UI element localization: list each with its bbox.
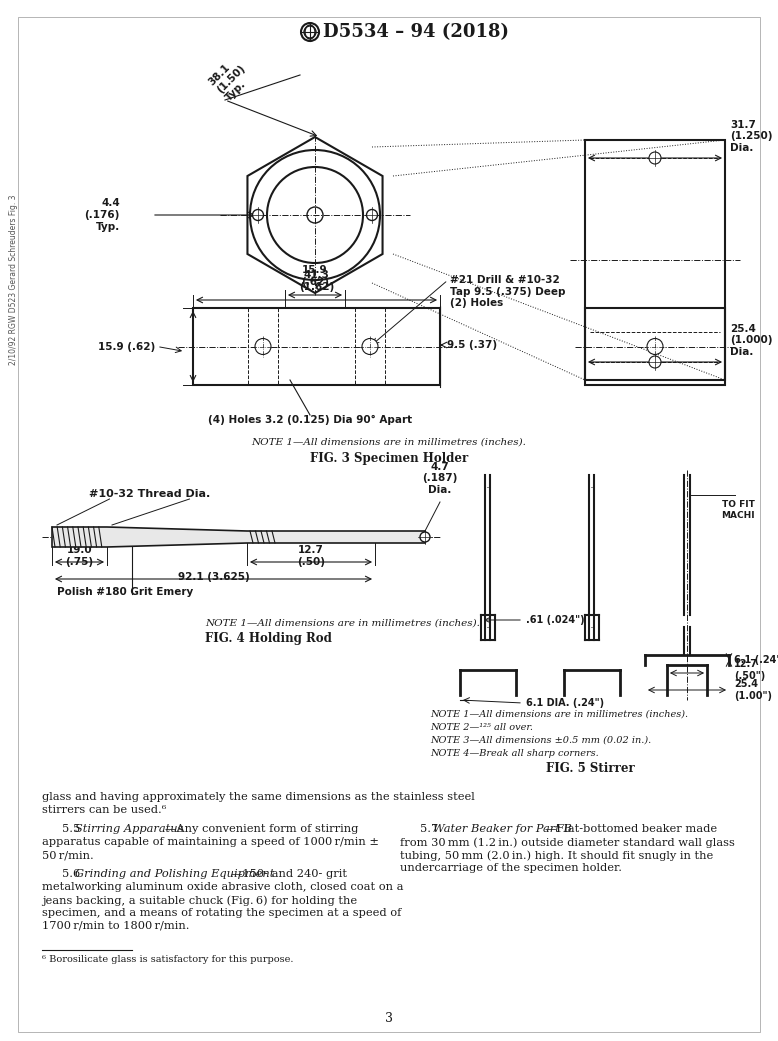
Text: 12.7
(.50): 12.7 (.50) (297, 545, 325, 567)
Circle shape (647, 338, 663, 355)
Text: 9.5 (.37): 9.5 (.37) (447, 340, 497, 350)
Circle shape (649, 152, 661, 164)
Text: 2/10/92 RGW D523 Gerard Schreuders Fig. 3: 2/10/92 RGW D523 Gerard Schreuders Fig. … (9, 195, 19, 365)
Circle shape (649, 356, 661, 369)
Text: .61 (.024"): .61 (.024") (526, 615, 584, 625)
Polygon shape (52, 527, 425, 547)
Text: FIG. 3 Specimen Holder: FIG. 3 Specimen Holder (310, 452, 468, 465)
Text: 25.4
(1.000)
Dia.: 25.4 (1.000) Dia. (730, 324, 773, 357)
Text: undercarriage of the specimen holder.: undercarriage of the specimen holder. (400, 863, 622, 873)
Text: 4.7
(.187)
Dia.: 4.7 (.187) Dia. (422, 462, 457, 496)
Text: apparatus capable of maintaining a speed of 1000 r/min ±: apparatus capable of maintaining a speed… (42, 837, 379, 847)
Text: 4.4
(.176)
Typ.: 4.4 (.176) Typ. (85, 199, 120, 231)
Bar (193, 308, 440, 385)
Text: 15.9
(.62): 15.9 (.62) (301, 265, 329, 287)
Text: 92.1 (3.625): 92.1 (3.625) (177, 572, 250, 582)
Text: —Any convenient form of stirring: —Any convenient form of stirring (165, 824, 359, 834)
Text: TO FIT
MACHI: TO FIT MACHI (721, 501, 755, 519)
Text: 15.9 (.62): 15.9 (.62) (98, 341, 155, 352)
Text: 50 r/min.: 50 r/min. (42, 850, 94, 860)
Text: tubing, 50 mm (2.0 in.) high. It should fit snugly in the: tubing, 50 mm (2.0 in.) high. It should … (400, 850, 713, 861)
Text: Polish #180 Grit Emery: Polish #180 Grit Emery (57, 587, 193, 596)
Circle shape (255, 338, 271, 355)
Text: 19.0
(.75): 19.0 (.75) (65, 545, 93, 567)
Text: 6.1 (.24"): 6.1 (.24") (734, 655, 778, 665)
Text: 5.6: 5.6 (62, 869, 84, 879)
Text: from 30 mm (1.2 in.) outside diameter standard wall glass: from 30 mm (1.2 in.) outside diameter st… (400, 837, 735, 847)
Bar (585, 308, 725, 385)
Text: NOTE 3—All dimensions ±0.5 mm (0.02 in.).: NOTE 3—All dimensions ±0.5 mm (0.02 in.)… (430, 736, 651, 745)
Text: Stirring Apparatus: Stirring Apparatus (75, 824, 184, 834)
Text: specimen, and a means of rotating the specimen at a speed of: specimen, and a means of rotating the sp… (42, 908, 401, 918)
Bar (585, 139, 725, 380)
Text: D5534 – 94 (2018): D5534 – 94 (2018) (323, 23, 509, 41)
Text: 38.1
(1.50)
Typ.: 38.1 (1.50) Typ. (207, 55, 255, 103)
Text: 41.3
(1.62): 41.3 (1.62) (299, 271, 334, 291)
Text: 1700 r/min to 1800 r/min.: 1700 r/min to 1800 r/min. (42, 921, 190, 931)
Text: NOTE 4—Break all sharp corners.: NOTE 4—Break all sharp corners. (430, 750, 599, 758)
Circle shape (420, 532, 430, 542)
Text: glass and having approximately the same dimensions as the stainless steel: glass and having approximately the same … (42, 792, 475, 802)
Circle shape (362, 338, 378, 355)
Text: 6.1 DIA. (.24"): 6.1 DIA. (.24") (526, 699, 605, 708)
Text: NOTE 2—¹²⁵ all over.: NOTE 2—¹²⁵ all over. (430, 723, 533, 732)
Text: FIG. 4 Holding Rod: FIG. 4 Holding Rod (205, 632, 332, 645)
Text: NOTE 1—All dimensions are in millimetres (inches).: NOTE 1—All dimensions are in millimetres… (430, 710, 688, 719)
Text: jeans backing, a suitable chuck (Fig. 6) for holding the: jeans backing, a suitable chuck (Fig. 6)… (42, 895, 357, 906)
Text: 5.5: 5.5 (62, 824, 84, 834)
Text: (4) Holes 3.2 (0.125) Dia 90° Apart: (4) Holes 3.2 (0.125) Dia 90° Apart (208, 415, 412, 425)
Text: NOTE 1—All dimensions are in millimetres (inches).: NOTE 1—All dimensions are in millimetres… (205, 619, 480, 628)
Circle shape (253, 209, 264, 221)
Text: #10-32 Thread Dia.: #10-32 Thread Dia. (89, 489, 210, 499)
Circle shape (366, 209, 377, 221)
Text: —150- and 240- grit: —150- and 240- grit (231, 869, 347, 879)
Text: metalworking aluminum oxide abrasive cloth, closed coat on a: metalworking aluminum oxide abrasive clo… (42, 882, 404, 892)
Text: stirrers can be used.⁶: stirrers can be used.⁶ (42, 805, 166, 815)
Text: —Flat-bottomed beaker made: —Flat-bottomed beaker made (545, 824, 717, 834)
Text: 12.7
(.50"): 12.7 (.50") (734, 659, 766, 681)
Text: 31.7
(1.250)
Dia.: 31.7 (1.250) Dia. (730, 120, 773, 153)
Text: 25.4
(1.00"): 25.4 (1.00") (734, 679, 772, 701)
Text: FIG. 5 Stirrer: FIG. 5 Stirrer (545, 762, 634, 775)
Text: ⁶ Borosilicate glass is satisfactory for this purpose.: ⁶ Borosilicate glass is satisfactory for… (42, 955, 293, 964)
Text: 3: 3 (385, 1012, 393, 1024)
Text: Grinding and Polishing Equipment: Grinding and Polishing Equipment (75, 869, 275, 879)
Text: #21 Drill & #10-32
Tap 9.5 (.375) Deep
(2) Holes: #21 Drill & #10-32 Tap 9.5 (.375) Deep (… (450, 275, 566, 308)
Text: Water Beaker for Part B: Water Beaker for Part B (433, 824, 572, 834)
Text: NOTE 1—All dimensions are in millimetres (inches).: NOTE 1—All dimensions are in millimetres… (251, 438, 527, 447)
Text: 5.7: 5.7 (420, 824, 442, 834)
